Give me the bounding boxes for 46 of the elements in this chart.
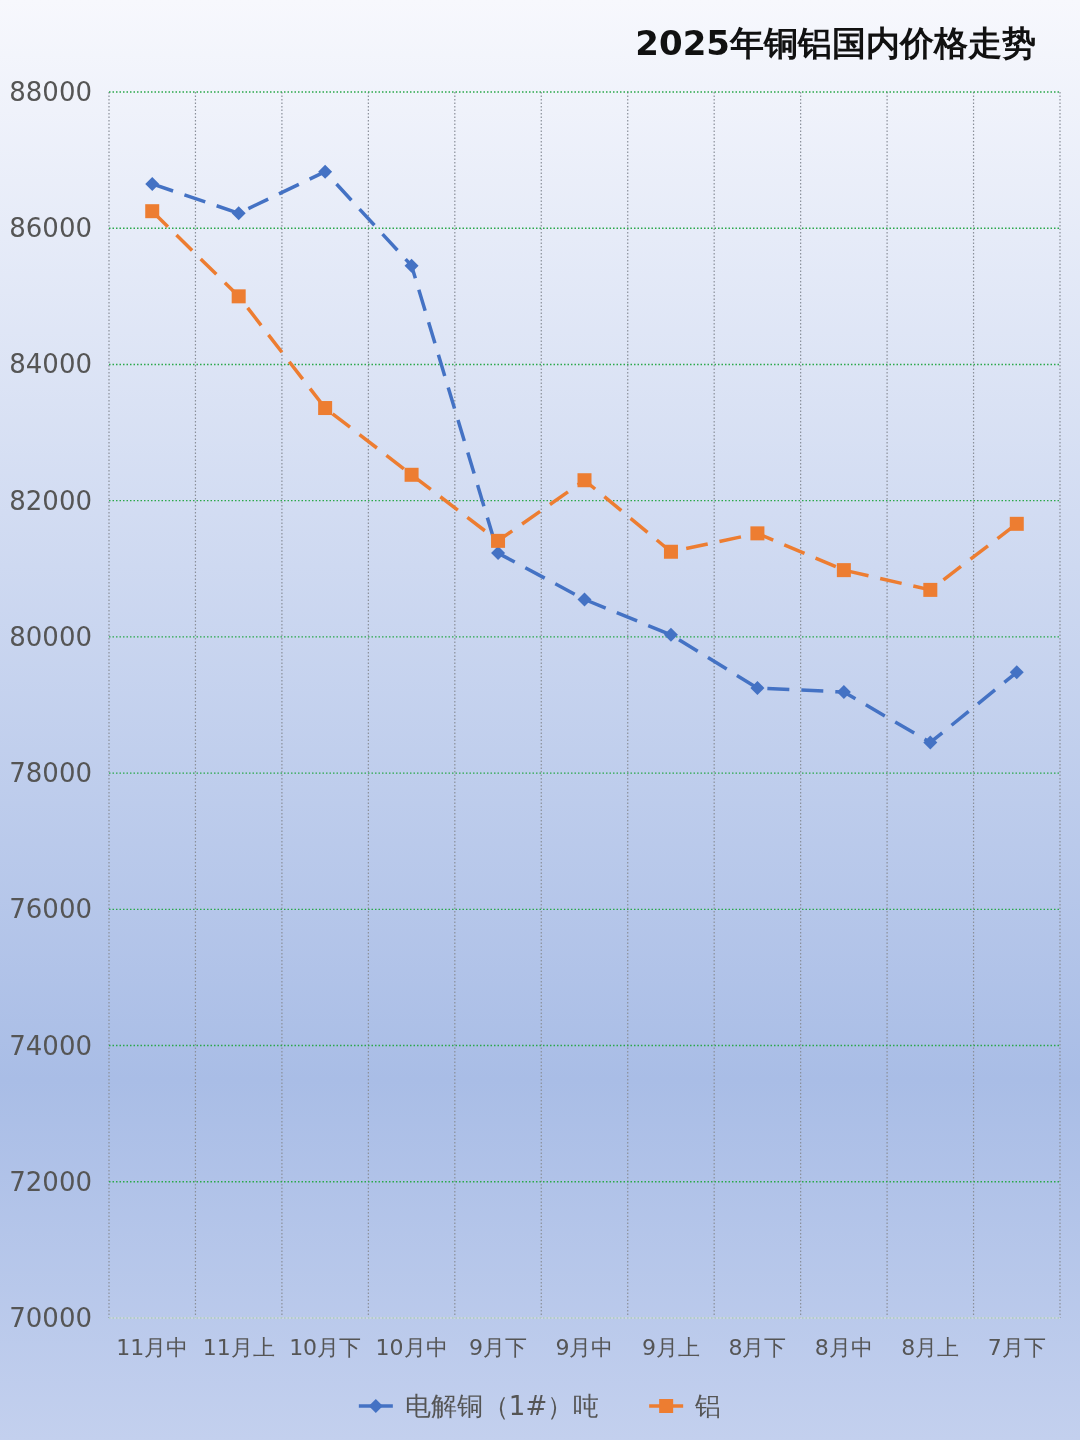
x-tick-label: 8月下: [728, 1335, 787, 1360]
point: [145, 204, 160, 219]
y-tick-label: 80000: [9, 621, 92, 652]
point: [1009, 665, 1024, 680]
point: [750, 526, 765, 541]
x-tick-label: 7月下: [987, 1335, 1046, 1360]
point: [231, 289, 246, 304]
x-tick-label: 8月中: [814, 1335, 873, 1360]
point: [923, 582, 938, 597]
x-tick-label: 11月上: [202, 1335, 275, 1360]
x-tick-label: 9月下: [469, 1335, 528, 1360]
point: [750, 680, 765, 695]
point: [318, 401, 333, 416]
point: [1009, 516, 1024, 531]
y-tick-label: 82000: [9, 485, 92, 516]
point: [663, 544, 678, 559]
x-tick-label: 9月上: [641, 1335, 700, 1360]
x-tick-label: 11月中: [116, 1335, 189, 1360]
legend-label: 铝: [694, 1391, 722, 1421]
point: [577, 592, 592, 607]
point: [231, 206, 246, 221]
x-tick-label: 10月中: [375, 1335, 448, 1360]
chart-title: 2025年铜铝国内价格走势: [635, 23, 1036, 63]
legend-label: 电解铜（1#）吨: [404, 1391, 600, 1421]
point: [145, 176, 160, 191]
point: [836, 563, 851, 578]
point: [577, 473, 592, 488]
point: [491, 546, 506, 561]
x-tick-label: 8月上: [901, 1335, 960, 1360]
point: [491, 533, 506, 548]
y-tick-label: 78000: [9, 758, 92, 789]
point: [318, 164, 333, 179]
y-tick-label: 74000: [9, 1030, 92, 1061]
y-tick-label: 76000: [9, 894, 92, 925]
point: [663, 627, 678, 642]
point: [404, 258, 419, 273]
point: [836, 685, 851, 700]
x-tick-label: 10月下: [289, 1335, 362, 1360]
y-tick-label: 70000: [9, 1303, 92, 1333]
point: [923, 735, 938, 750]
point: [404, 467, 419, 482]
y-tick-label: 84000: [9, 349, 92, 380]
y-tick-label: 88000: [9, 77, 92, 107]
x-tick-label: 9月中: [555, 1335, 614, 1360]
y-tick-label: 86000: [9, 213, 92, 244]
y-tick-label: 72000: [9, 1166, 92, 1197]
